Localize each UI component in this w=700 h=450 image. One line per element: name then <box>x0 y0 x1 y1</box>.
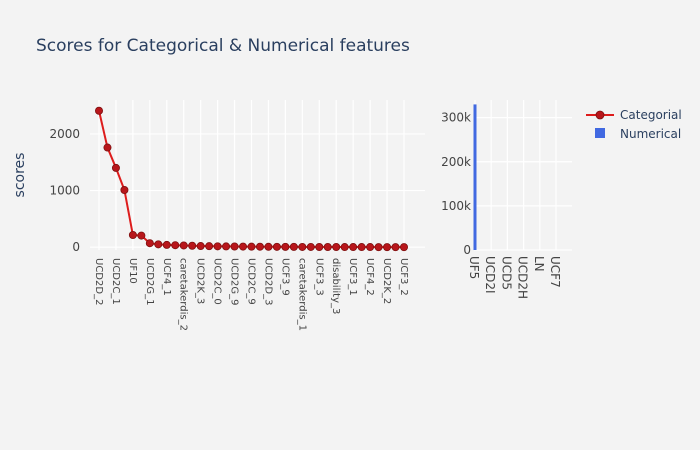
categorial-point[interactable] <box>205 242 214 251</box>
right-y-tick-label: 100k <box>441 199 471 213</box>
categorial-point[interactable] <box>103 143 112 152</box>
left-x-ticks: UCD2D_2 UCD2C_1 UF10 UCD2G_1 UCF4_1 caretaker… <box>93 258 409 331</box>
left-x-tick-label: UCF3_2 <box>398 258 409 296</box>
categorial-point[interactable] <box>120 185 129 194</box>
left-x-tick-label: UCD2C_1 <box>110 258 121 305</box>
legend-marker-swatch <box>595 110 605 120</box>
right-x-tick-label: UCD2I <box>483 256 497 294</box>
legend: Categorial Numerical <box>586 108 682 141</box>
categorial-point[interactable] <box>399 243 408 252</box>
categorial-point[interactable] <box>154 240 163 249</box>
categorial-point[interactable] <box>349 243 358 252</box>
left-x-tick-label: disability_3 <box>330 258 341 314</box>
left-x-tick-label: UCF3_1 <box>347 258 358 296</box>
right-x-tick-label: UCD5 <box>499 256 513 290</box>
categorial-point[interactable] <box>306 242 315 251</box>
categorial-point[interactable] <box>298 242 307 251</box>
right-gridlines <box>474 100 572 251</box>
categorial-point[interactable] <box>95 106 104 115</box>
legend-square-swatch <box>595 128 605 138</box>
categorial-point[interactable] <box>111 163 120 172</box>
left-x-tick-label: UCD2D_2 <box>93 258 104 305</box>
left-x-tick-label: UCF4_1 <box>161 258 172 296</box>
left-x-tick-label: UCD2G_1 <box>144 258 155 305</box>
left-gridlines <box>90 100 425 250</box>
left-y-axis-title: scores <box>12 153 28 198</box>
left-x-tick-label: caretakerdis_2 <box>178 258 189 331</box>
legend-label-numerical: Numerical <box>620 127 681 141</box>
left-y-tick-label: 1000 <box>49 184 80 198</box>
categorial-series-points <box>95 106 408 252</box>
right-y-tick-label: 200k <box>441 155 471 169</box>
categorial-point[interactable] <box>366 243 375 252</box>
categorial-point[interactable] <box>188 241 197 250</box>
categorical-panel: 0 1000 2000 scores UCD2D_2 UCD2C_1 UF10 UCD2G… <box>12 100 425 331</box>
categorial-point[interactable] <box>171 241 180 250</box>
categorial-point[interactable] <box>196 242 205 251</box>
left-x-tick-label: UCD2G_9 <box>229 258 240 305</box>
left-x-tick-label: UCF4_2 <box>364 258 375 296</box>
left-y-tick-label: 2000 <box>49 127 80 141</box>
categorial-point[interactable] <box>323 242 332 251</box>
categorial-point[interactable] <box>289 242 298 251</box>
categorial-point[interactable] <box>128 230 137 239</box>
categorial-point[interactable] <box>145 239 154 248</box>
categorial-point[interactable] <box>239 242 248 251</box>
left-y-ticks: 0 1000 2000 <box>49 127 80 254</box>
left-x-tick-label: UCF3_3 <box>313 258 324 296</box>
right-x-tick-label: UCD2H <box>516 256 530 299</box>
numerical-bar[interactable] <box>473 104 477 250</box>
categorial-point[interactable] <box>332 242 341 251</box>
numerical-series-bars <box>473 104 477 250</box>
left-y-tick-label: 0 <box>72 240 80 254</box>
categorial-point[interactable] <box>162 240 171 249</box>
left-x-tick-label: UCD2C_0 <box>212 258 223 305</box>
categorial-point[interactable] <box>230 242 239 251</box>
categorial-point[interactable] <box>315 242 324 251</box>
categorial-point[interactable] <box>383 243 392 252</box>
legend-item-categorial[interactable]: Categorial <box>586 108 682 122</box>
categorial-point[interactable] <box>179 241 188 250</box>
right-x-tick-label: LN <box>532 256 546 272</box>
categorial-point[interactable] <box>264 242 273 251</box>
numerical-panel: 0 100k 200k 300k UF5 UCD2I UCD5 UCD2H LN UCF7 <box>441 100 572 299</box>
legend-item-numerical[interactable]: Numerical <box>595 127 681 141</box>
right-x-ticks: UF5 UCD2I UCD5 UCD2H LN UCF7 <box>467 256 562 299</box>
categorial-point[interactable] <box>357 243 366 252</box>
categorial-point[interactable] <box>247 242 256 251</box>
right-y-tick-label: 0 <box>463 243 471 257</box>
categorial-point[interactable] <box>374 243 383 252</box>
categorial-point[interactable] <box>255 242 264 251</box>
legend-label-categorial: Categorial <box>620 108 682 122</box>
categorial-point[interactable] <box>222 242 231 251</box>
left-x-tick-label: UCD2K_2 <box>381 258 392 304</box>
right-y-ticks: 0 100k 200k 300k <box>441 111 471 257</box>
left-x-tick-label: UF10 <box>127 258 138 284</box>
categorial-point[interactable] <box>281 242 290 251</box>
left-x-tick-label: caretakerdis_1 <box>296 258 307 331</box>
categorial-point[interactable] <box>272 242 281 251</box>
categorial-point[interactable] <box>340 243 349 252</box>
left-x-tick-label: UCD2D_3 <box>262 258 273 305</box>
left-x-tick-label: UCF3_9 <box>279 258 290 296</box>
right-y-tick-label: 300k <box>441 111 471 125</box>
categorial-point[interactable] <box>137 231 146 240</box>
chart-title: Scores for Categorical & Numerical featu… <box>36 36 410 56</box>
categorial-point[interactable] <box>391 243 400 252</box>
right-x-tick-label: UF5 <box>467 256 481 279</box>
categorial-point[interactable] <box>213 242 222 251</box>
left-x-tick-label: UCD2C_9 <box>246 258 257 305</box>
right-x-tick-label: UCF7 <box>548 256 562 288</box>
left-x-tick-label: UCD2K_3 <box>195 258 206 304</box>
